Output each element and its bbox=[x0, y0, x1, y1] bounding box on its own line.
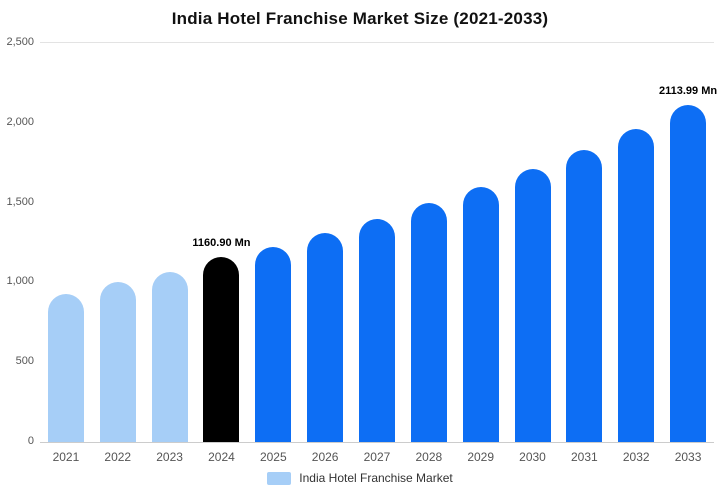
data-label-2033: 2113.99 Mn bbox=[659, 84, 718, 97]
bar-2025 bbox=[255, 246, 292, 442]
x-tick-2021: 2021 bbox=[52, 450, 80, 464]
y-tick-2500: 2,500 bbox=[6, 36, 34, 48]
legend-label: India Hotel Franchise Market bbox=[299, 471, 453, 485]
y-tick-1500: 1,500 bbox=[6, 195, 34, 208]
x-tick-2022: 2022 bbox=[104, 450, 132, 464]
bar-slot bbox=[299, 43, 351, 442]
bar-slot bbox=[351, 43, 403, 442]
x-tick-2032: 2032 bbox=[622, 450, 650, 464]
bar-2033 bbox=[670, 104, 707, 442]
x-tick-2030: 2030 bbox=[519, 450, 546, 464]
bar-2028 bbox=[410, 202, 447, 442]
bar-2022 bbox=[99, 282, 136, 442]
bar-2031 bbox=[566, 149, 603, 442]
x-tick-2031: 2031 bbox=[571, 450, 598, 464]
bar-slot: 1160.90 Mn bbox=[192, 43, 251, 442]
x-tick-2033: 2033 bbox=[674, 450, 702, 464]
bar-slot bbox=[144, 43, 196, 442]
bar-slot bbox=[507, 43, 559, 442]
x-tick-2025: 2025 bbox=[259, 450, 287, 464]
bar-2027 bbox=[358, 218, 395, 442]
bar-slot bbox=[455, 43, 507, 442]
x-tick-2024: 2024 bbox=[208, 450, 235, 464]
bar-slot bbox=[92, 43, 144, 442]
legend[interactable]: India Hotel Franchise Market bbox=[0, 471, 720, 485]
bar-2021 bbox=[47, 293, 84, 442]
bar-2023 bbox=[151, 272, 188, 442]
legend-swatch-icon bbox=[267, 471, 292, 485]
x-tick-2027: 2027 bbox=[363, 450, 391, 464]
x-axis: 2021 2022 2023 2024 2025 2026 2027 2028 2029 2030… bbox=[40, 441, 714, 464]
x-tick-2028: 2028 bbox=[415, 450, 443, 464]
bar-slot bbox=[403, 43, 455, 442]
bar-slot: 2113.99 Mn bbox=[659, 43, 718, 442]
y-axis: 0 500 1,000 1,500 2,000 2,500 bbox=[0, 0, 34, 460]
plot-area: 1160.90 Mn 2113.99 Mn bbox=[40, 42, 718, 443]
bar-2024 bbox=[203, 256, 240, 442]
bar-slot bbox=[40, 43, 92, 442]
y-tick-0: 0 bbox=[27, 435, 34, 447]
x-tick-2029: 2029 bbox=[467, 450, 495, 464]
data-label-2024: 1160.90 Mn bbox=[192, 236, 251, 249]
bar-2032 bbox=[618, 129, 655, 442]
bar-2026 bbox=[307, 232, 344, 442]
y-tick-500: 500 bbox=[15, 355, 34, 368]
bar-slot bbox=[247, 43, 299, 442]
x-tick-2026: 2026 bbox=[311, 450, 339, 464]
x-tick-2023: 2023 bbox=[156, 450, 183, 464]
bar-slot bbox=[610, 43, 662, 442]
y-tick-1000: 1,000 bbox=[6, 275, 34, 288]
y-tick-2000: 2,000 bbox=[6, 115, 34, 128]
chart-title: India Hotel Franchise Market Size (2021-… bbox=[171, 9, 549, 28]
bar-slot bbox=[558, 43, 610, 442]
bar-2030 bbox=[514, 169, 551, 442]
bar-2029 bbox=[462, 186, 499, 442]
